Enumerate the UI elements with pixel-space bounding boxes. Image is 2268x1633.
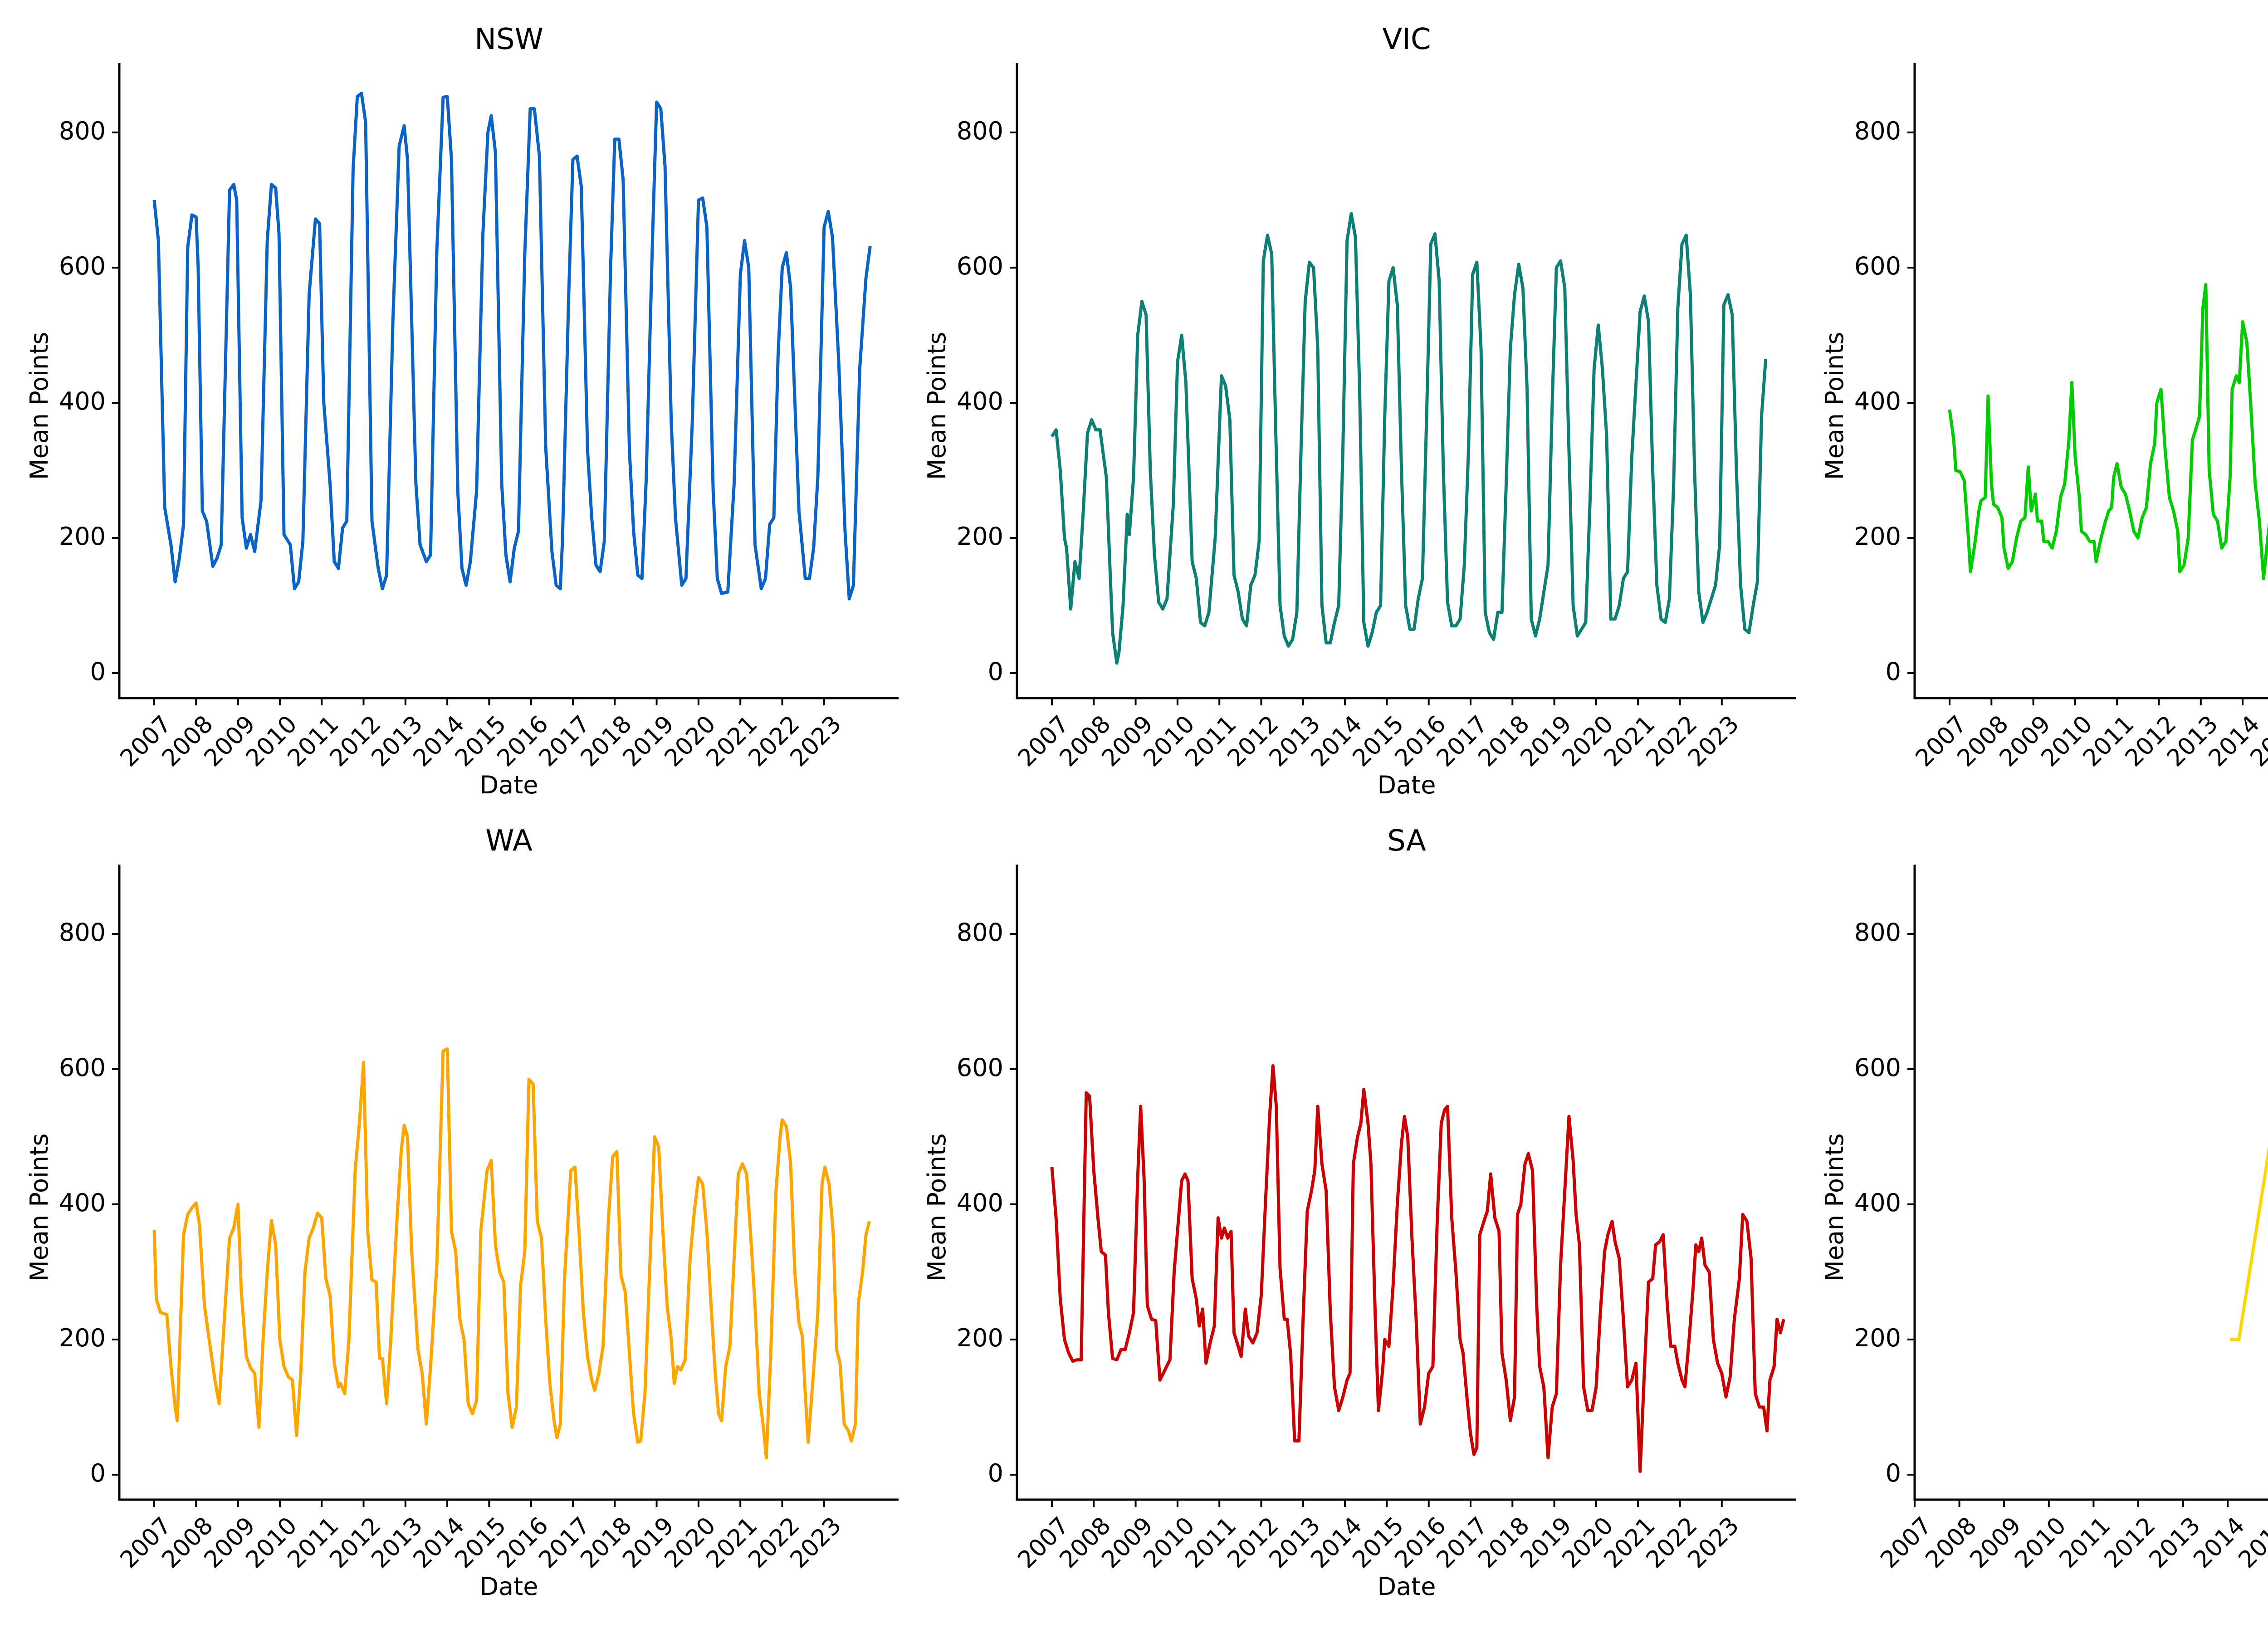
plot-area xyxy=(1010,865,1796,1507)
subplot-title: SA xyxy=(1387,824,1426,858)
y-axis-label: Mean Points xyxy=(25,1133,54,1281)
subplot-qld: 0 200 400 600 800 2007 2008 2009 2010 2011 2012 201… xyxy=(1795,0,2268,802)
y-tick-label: 200 xyxy=(59,1324,106,1352)
series-line-wa xyxy=(152,1047,871,1460)
plot-area xyxy=(1907,865,2268,1507)
y-axis-label: Mean Points xyxy=(923,332,951,480)
y-tick-label: 600 xyxy=(59,252,106,280)
y-tick-label: 600 xyxy=(956,1053,1003,1082)
subplot-title: WA xyxy=(485,824,533,858)
subplot-vic: 0 200 400 600 800 2007 2008 2009 2010 2011 2012 201… xyxy=(898,0,1796,802)
y-axis-label: Mean Points xyxy=(1820,332,1849,480)
series-line-vic xyxy=(1051,212,1768,665)
y-tick-label: 400 xyxy=(956,387,1003,416)
y-axis-label: Mean Points xyxy=(25,332,54,480)
y-tick-label: 800 xyxy=(59,117,106,145)
x-axis-label: Date xyxy=(1377,771,1436,799)
x-axis-label: Date xyxy=(1377,1572,1436,1601)
y-tick-label: 400 xyxy=(59,387,106,416)
y-tick-label: 600 xyxy=(1854,252,1901,280)
y-tick-label: 200 xyxy=(956,522,1003,551)
subplot-wa: 0 200 400 600 800 2007 2008 2009 2010 2011 2012 201… xyxy=(0,802,899,1603)
y-tick-label: 400 xyxy=(1854,1188,1901,1217)
plot-area xyxy=(1907,63,2268,705)
plot-area xyxy=(112,865,899,1507)
y-tick-label: 0 xyxy=(90,657,106,686)
y-tick-label: 200 xyxy=(1854,522,1901,551)
y-tick-label: 0 xyxy=(987,1459,1003,1487)
y-tick-label: 800 xyxy=(59,918,106,947)
y-tick-label: 800 xyxy=(956,117,1003,145)
y-tick-label: 800 xyxy=(1854,117,1901,145)
y-tick-label: 200 xyxy=(59,522,106,551)
plot-area xyxy=(1010,63,1796,705)
y-axis-label: Mean Points xyxy=(1820,1133,1849,1281)
y-tick-label: 200 xyxy=(1854,1324,1901,1352)
y-tick-label: 0 xyxy=(987,657,1003,686)
y-tick-label: 600 xyxy=(1854,1053,1901,1082)
y-tick-label: 800 xyxy=(956,918,1003,947)
plot-area xyxy=(112,63,899,705)
y-tick-label: 400 xyxy=(59,1188,106,1217)
x-axis-label: Date xyxy=(479,1572,538,1601)
series-line-nsw xyxy=(152,92,872,601)
y-tick-label: 400 xyxy=(956,1188,1003,1217)
y-tick-label: 800 xyxy=(1854,918,1901,947)
y-tick-label: 0 xyxy=(90,1459,106,1487)
y-tick-label: 0 xyxy=(1885,1459,1901,1487)
series-line-nt xyxy=(2230,1145,2268,1341)
series-line-sa xyxy=(1050,1064,1785,1473)
y-tick-label: 400 xyxy=(1854,387,1901,416)
subplot-nsw: 0 200 400 600 800 2007 2008 2009 2010 2011 2012 201… xyxy=(0,0,899,802)
y-tick-label: 200 xyxy=(956,1324,1003,1352)
subplot-sa: 0 200 400 600 800 2007 2008 2009 2010 2011 2012 201… xyxy=(898,802,1796,1603)
x-axis-label: Date xyxy=(479,771,538,799)
y-tick-label: 600 xyxy=(59,1053,106,1082)
subplot-title: NSW xyxy=(474,23,543,56)
subplot-nt: 0 200 400 600 800 2007 2008 2009 2010 2011 2012 201… xyxy=(1795,802,2268,1603)
y-axis-label: Mean Points xyxy=(923,1133,951,1281)
series-line-qld xyxy=(1948,283,2268,580)
y-tick-label: 600 xyxy=(956,252,1003,280)
y-tick-label: 0 xyxy=(1885,657,1901,686)
subplot-title: VIC xyxy=(1382,23,1431,56)
